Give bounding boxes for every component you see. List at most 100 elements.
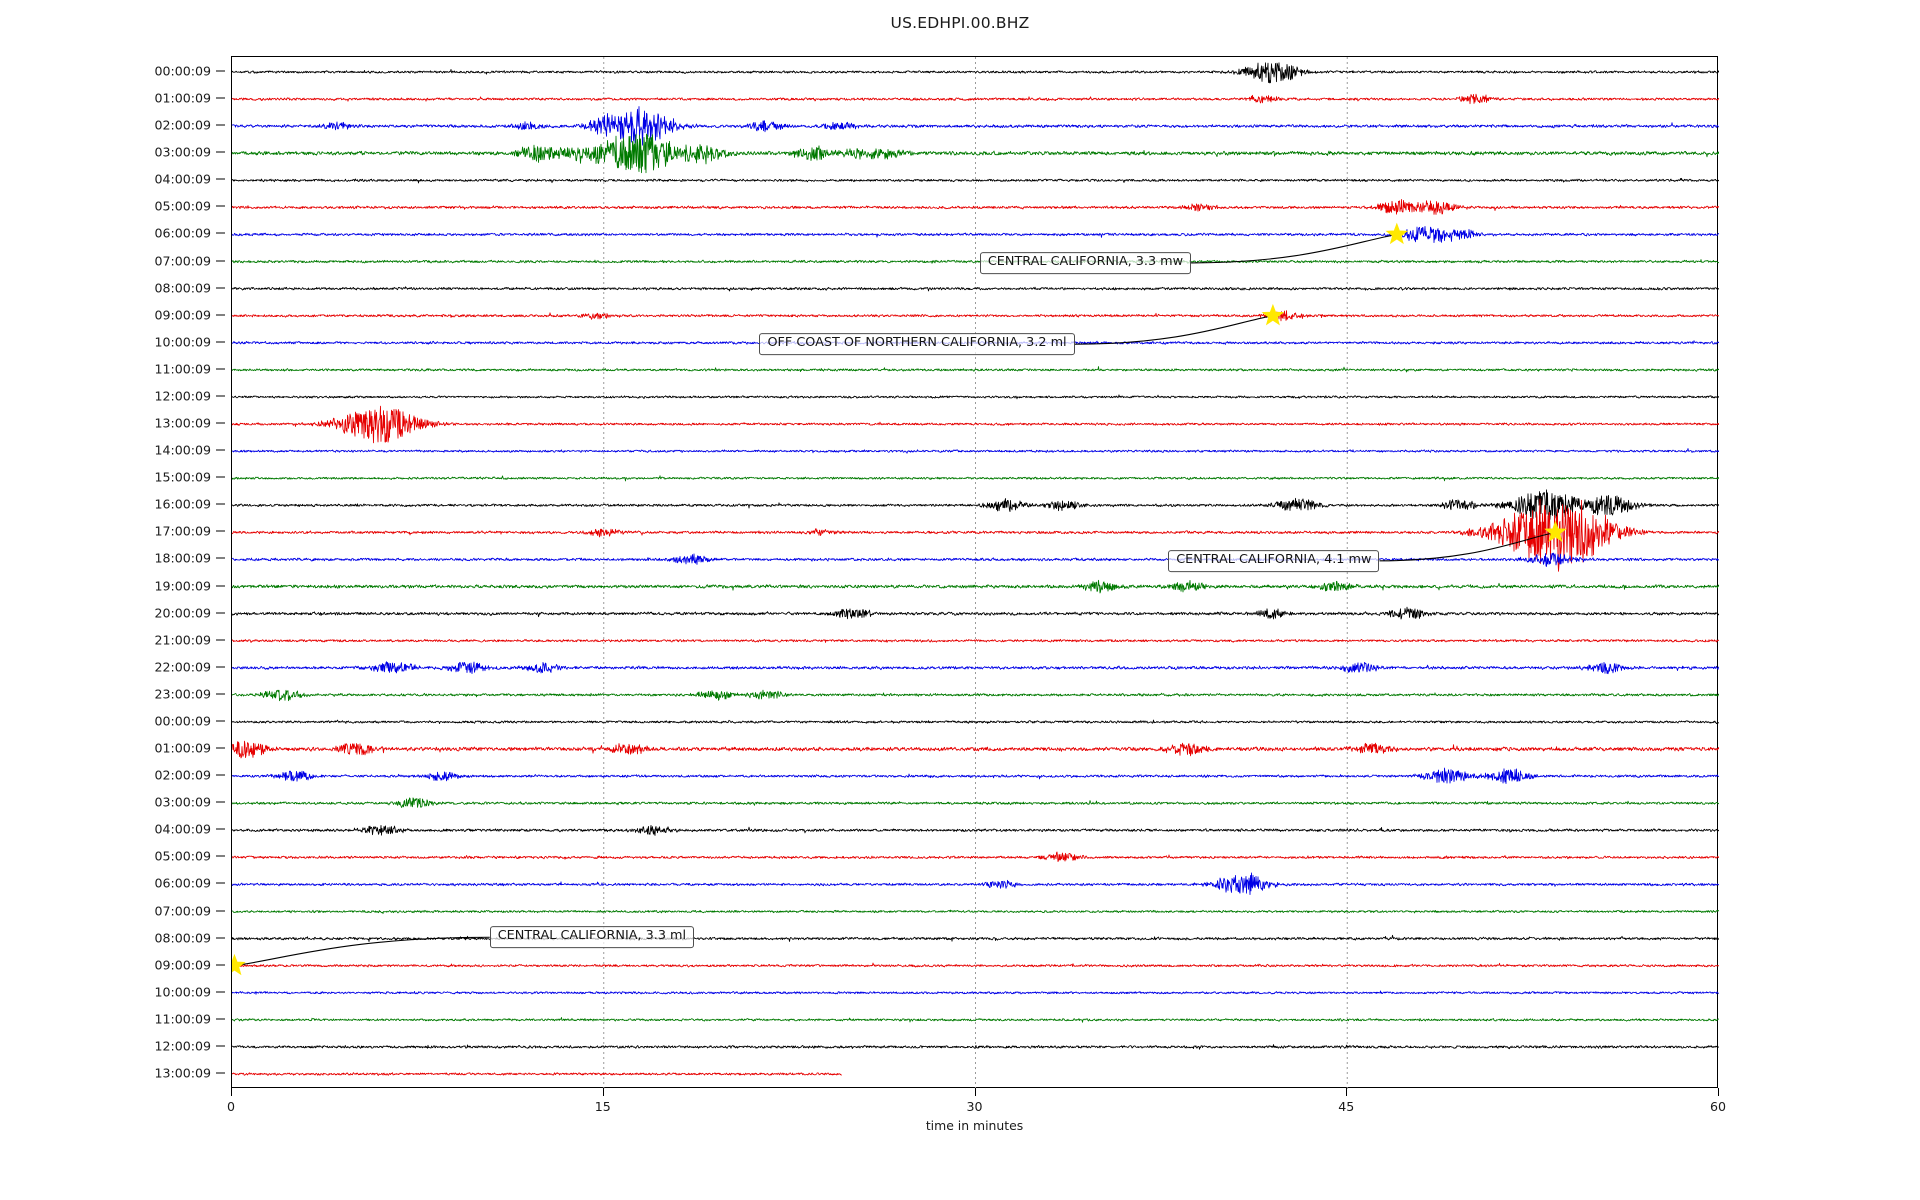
trace-line xyxy=(232,106,1719,146)
y-axis-tick-mark xyxy=(216,1045,225,1047)
y-axis-tick-mark xyxy=(216,287,225,289)
y-axis-tick-mark xyxy=(216,97,225,99)
y-axis-tick-label: 07:00:09 xyxy=(154,903,211,918)
y-axis-tick-mark xyxy=(216,368,225,370)
trace-line xyxy=(232,199,1719,215)
trace-line xyxy=(232,1044,1719,1050)
trace-line xyxy=(232,797,1719,808)
y-axis-tick-label: 04:00:09 xyxy=(154,821,211,837)
y-axis-tick-label: 00:00:09 xyxy=(154,63,211,79)
y-axis-tick-mark xyxy=(216,937,225,939)
y-axis-tick-mark xyxy=(216,422,225,424)
x-axis-tick-mark xyxy=(1346,1088,1348,1096)
y-axis-tick-mark xyxy=(216,910,225,911)
y-axis-tick-label: 18:00:09 xyxy=(154,550,211,566)
trace-line xyxy=(232,872,1719,896)
y-axis-tick-mark xyxy=(216,476,225,478)
y-axis-tick-mark xyxy=(216,503,225,505)
x-axis: 0 15 30 45 60 xyxy=(227,1088,1726,1148)
y-axis-tick-mark xyxy=(216,747,225,749)
trace-line xyxy=(232,475,1719,482)
trace-line xyxy=(232,934,1719,943)
y-axis-tick-label: 02:00:09 xyxy=(154,767,211,783)
y-axis-tick-label: 04:00:09 xyxy=(154,171,211,187)
trace-line xyxy=(232,638,1719,643)
y-axis-tick-mark xyxy=(216,557,225,559)
y-axis-tick-mark xyxy=(216,964,225,966)
y-axis-tick-label: 09:00:09 xyxy=(154,307,211,323)
event-annotation-label: CENTRAL CALIFORNIA, 4.1 mw xyxy=(1168,549,1380,572)
y-axis-labels: 00:00:09 01:00:09 02:00:09 03:00:09 04:00:09… xyxy=(0,56,225,1088)
y-axis-tick-label: 23:00:09 xyxy=(154,686,211,702)
y-axis-tick-label: 13:00:09 xyxy=(154,1065,211,1081)
y-axis-tick-label: 17:00:09 xyxy=(154,523,211,539)
y-axis-tick-mark xyxy=(216,1018,225,1020)
x-axis-tick-mark xyxy=(974,1088,976,1096)
y-axis-tick-mark xyxy=(216,855,225,857)
x-axis-tick-label: 30 xyxy=(966,1099,983,1114)
y-axis-tick-mark xyxy=(216,151,225,153)
y-axis-tick-label: 10:00:09 xyxy=(154,984,211,1000)
y-axis-tick-mark xyxy=(216,178,225,180)
x-axis-tick-mark xyxy=(1718,1088,1719,1096)
y-axis-tick-label: 06:00:09 xyxy=(154,225,211,241)
y-axis-tick-mark xyxy=(216,530,225,532)
trace-line xyxy=(232,93,1719,105)
trace-line xyxy=(232,719,1719,725)
event-annotation-label: CENTRAL CALIFORNIA, 3.3 ml xyxy=(489,926,695,949)
y-axis-tick-label: 11:00:09 xyxy=(154,1011,211,1027)
y-axis-tick-label: 10:00:09 xyxy=(154,334,211,350)
y-axis-tick-mark xyxy=(216,585,225,587)
trace-line xyxy=(232,133,1719,174)
y-axis-tick-mark xyxy=(216,449,225,451)
y-axis-tick-label: 12:00:09 xyxy=(154,1038,211,1054)
seismic-traces xyxy=(232,57,1719,1089)
y-axis-tick-label: 09:00:09 xyxy=(154,957,211,973)
y-axis-tick-label: 07:00:09 xyxy=(154,253,211,269)
y-axis-tick-label: 14:00:09 xyxy=(154,442,211,458)
trace-line xyxy=(232,740,1719,759)
trace-line xyxy=(232,62,1719,84)
x-axis-tick-mark xyxy=(602,1088,604,1096)
y-axis-tick-mark xyxy=(216,205,225,207)
trace-line xyxy=(232,824,1719,836)
y-axis-tick-mark xyxy=(216,666,225,668)
trace-line xyxy=(232,606,1719,620)
y-axis-tick-label: 20:00:09 xyxy=(154,605,211,621)
y-axis-tick-label: 02:00:09 xyxy=(154,117,211,133)
trace-line xyxy=(232,259,1719,264)
plot-area: CENTRAL CALIFORNIA, 3.3 mw OFF COAST OF N… xyxy=(231,56,1719,1089)
y-axis-tick-mark xyxy=(216,639,225,641)
y-axis-tick-mark xyxy=(216,314,225,316)
y-axis-tick-label: 22:00:09 xyxy=(154,659,211,675)
y-axis-tick-mark xyxy=(216,882,225,884)
trace-line xyxy=(232,909,1719,915)
trace-line xyxy=(232,767,1719,785)
y-axis-tick-label: 03:00:09 xyxy=(154,794,211,810)
y-axis-tick-mark xyxy=(216,232,225,234)
y-axis-tick-mark xyxy=(216,70,225,72)
x-axis-tick-label: 0 xyxy=(226,1099,236,1114)
trace-line xyxy=(232,448,1719,454)
trace-line xyxy=(232,394,1719,400)
event-annotation-label: CENTRAL CALIFORNIA, 3.3 mw xyxy=(979,252,1192,274)
y-axis-tick-label: 11:00:09 xyxy=(154,361,211,377)
y-axis-tick-mark xyxy=(216,720,225,722)
y-axis-tick-label: 16:00:09 xyxy=(154,496,211,512)
y-axis-tick-mark xyxy=(216,774,225,776)
trace-line xyxy=(232,689,1719,702)
y-axis-tick-label: 13:00:09 xyxy=(154,415,211,431)
trace-line xyxy=(232,1017,1719,1023)
trace-line xyxy=(232,366,1719,373)
y-axis-tick-mark xyxy=(216,341,225,343)
trace-line xyxy=(232,661,1719,675)
y-axis-tick-mark xyxy=(216,395,225,397)
y-axis-tick-label: 08:00:09 xyxy=(154,280,211,296)
x-axis-tick-mark xyxy=(231,1088,232,1096)
trace-line xyxy=(232,579,1719,594)
y-axis-tick-mark xyxy=(216,612,225,614)
trace-line xyxy=(232,177,1719,184)
y-axis-tick-mark xyxy=(216,801,225,803)
y-axis-tick-label: 12:00:09 xyxy=(154,388,211,404)
